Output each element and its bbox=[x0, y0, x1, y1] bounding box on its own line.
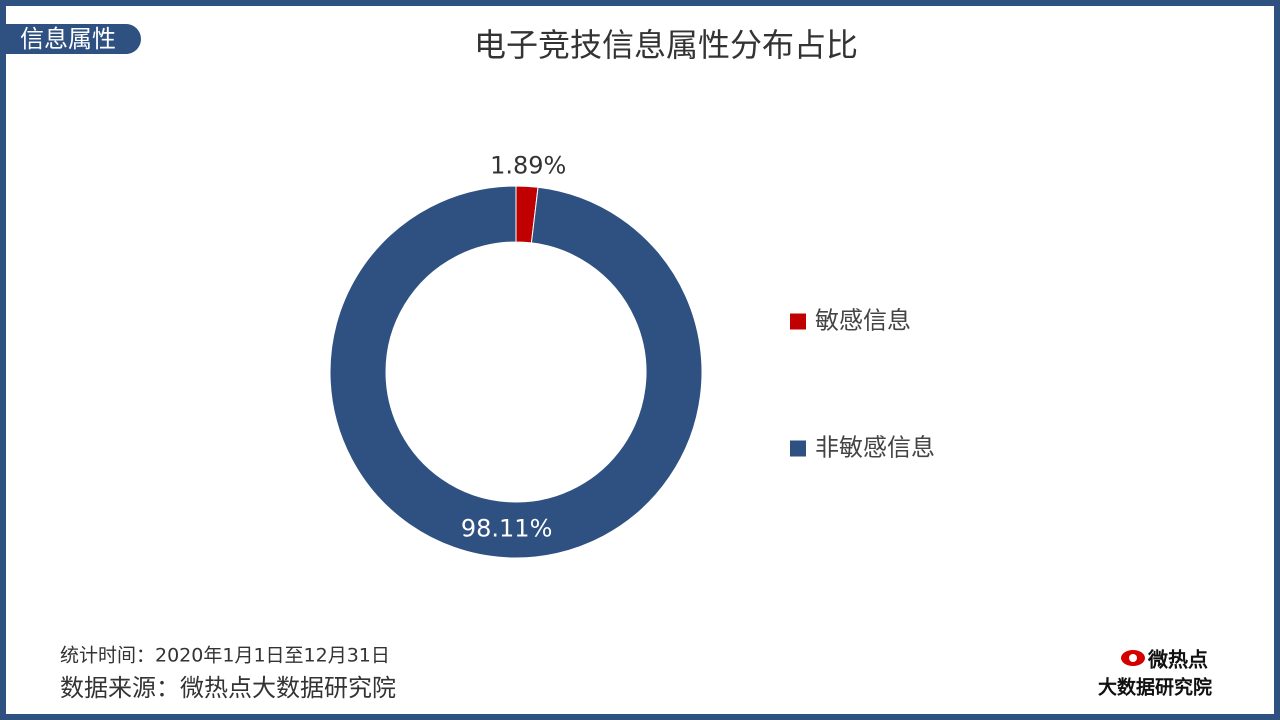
tag-background bbox=[6, 24, 141, 54]
logo-institute: 大数据研究院 bbox=[1098, 676, 1212, 699]
section-tag: 信息属性 bbox=[20, 25, 116, 53]
footer-source: 数据来源：微热点大数据研究院 bbox=[60, 674, 396, 702]
footer-period: 统计时间：2020年1月1日至12月31日 bbox=[60, 645, 390, 667]
value-label: 1.89% bbox=[490, 151, 566, 179]
logo-brand: 微热点 bbox=[1147, 648, 1208, 672]
value-label: 98.11% bbox=[461, 515, 553, 543]
legend-label: 敏感信息 bbox=[815, 307, 911, 335]
chart-title: 电子竞技信息属性分布占比 bbox=[474, 26, 858, 64]
slice bbox=[329, 185, 703, 559]
logo: 微热点 大数据研究院 bbox=[1098, 648, 1212, 699]
legend-label: 非敏感信息 bbox=[815, 434, 935, 462]
logo-icon-eye bbox=[1129, 654, 1137, 662]
legend-swatch bbox=[790, 313, 806, 330]
legend-swatch bbox=[790, 440, 806, 457]
